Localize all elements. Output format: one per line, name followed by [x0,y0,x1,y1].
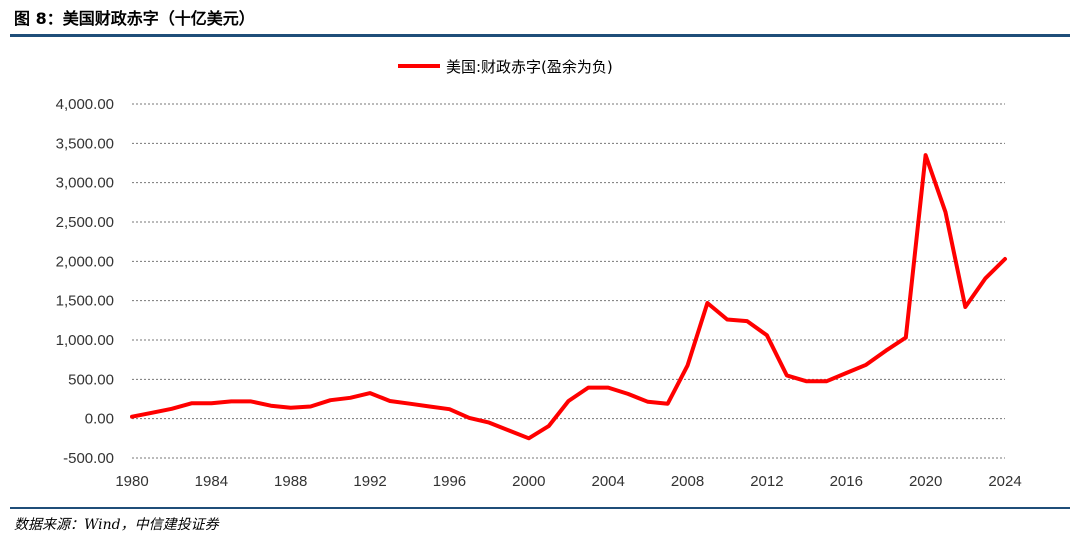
y-tick-label: 1,000.00 [56,332,114,349]
x-tick-label: 2016 [830,473,863,490]
x-tick-label: 2024 [988,473,1021,490]
y-tick-label: 3,000.00 [56,175,114,192]
x-axis: 1980 1984 1988 1992 1996 2000 2004 2008 2012 2016… [115,473,1021,490]
gridlines [132,103,1005,459]
top-rule [10,34,1070,37]
figure-title: 图 8：美国财政赤字（十亿美元） [14,9,255,28]
bottom-rule [10,507,1070,509]
x-tick-label: 2004 [591,473,624,490]
x-tick-label: 1988 [274,473,307,490]
x-tick-label: 1996 [433,473,466,490]
y-tick-label: -500.00 [63,450,114,467]
x-tick-label: 1992 [353,473,386,490]
series-line [130,153,1007,441]
y-tick-label: 3,500.00 [56,135,114,152]
legend: 美国:财政赤字(盈余为负) [398,58,613,76]
legend-label: 美国:财政赤字(盈余为负) [446,58,613,76]
x-tick-label: 2020 [909,473,942,490]
x-tick-label: 2012 [750,473,783,490]
x-tick-label: 1980 [115,473,148,490]
x-tick-label: 1984 [195,473,228,490]
source-note: 数据来源：Wind，中信建投证券 [14,517,219,533]
y-tick-label: 2,000.00 [56,253,114,270]
y-axis: -500.00 0.00 500.00 1,000.00 1,500.00 2,000.0… [56,96,114,467]
y-tick-label: 2,500.00 [56,214,114,231]
y-tick-label: 1,500.00 [56,293,114,310]
y-tick-label: 0.00 [85,411,114,428]
series-layer [130,153,1007,441]
line-chart: 美国:财政赤字(盈余为负) -500.00 0.00 500.00 1,000.00 1… [56,58,1022,490]
x-tick-label: 2000 [512,473,545,490]
y-tick-label: 500.00 [68,371,114,388]
y-tick-label: 4,000.00 [56,96,114,113]
x-tick-label: 2008 [671,473,704,490]
